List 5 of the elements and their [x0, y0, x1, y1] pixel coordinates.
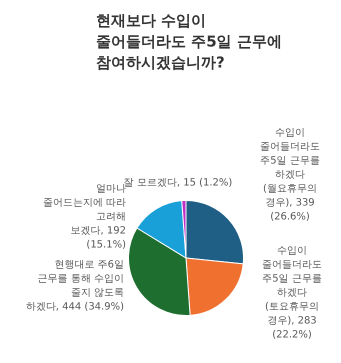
- slice-label: 얼마나 줄어드는지에 따라 고려해 보겠다, 192 (15.1%): [42, 184, 126, 251]
- chart-title: 현재보다 수입이 줄어들더라도 주5일 근무에 참여하시겠습니까?: [96, 11, 282, 72]
- slice-label: 수입이 줄어들더라도 주5일 근무를 하겠다 (토요휴무의 경우), 283 (22.2%): [262, 246, 322, 341]
- slice-label: 수입이 줄어들더라도 주5일 근무를 하겠다 (월요휴무의 경우), 339 (26.6%): [260, 128, 320, 223]
- slice-label: 현행대로 주6일 근무를 통해 수입이 줄지 않도록 하겠다, 444 (34.9%): [26, 260, 124, 313]
